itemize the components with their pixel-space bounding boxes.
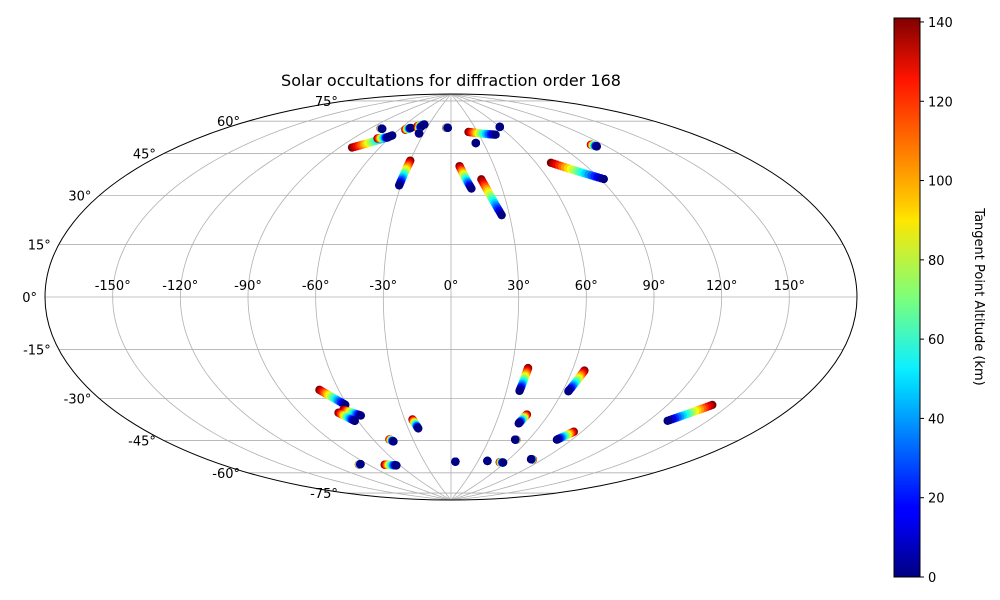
longitude-tick-label: 150° [774, 279, 805, 294]
track-point [378, 124, 387, 134]
colorbar: 0 20 40 60 80 100 120 140 Tangent Point Altitud… [893, 16, 986, 586]
colorbar-gradient [893, 17, 921, 578]
latitude-tick-label: 45° [133, 148, 156, 163]
map-boundary [44, 93, 858, 501]
latitude-tick-label: -45° [128, 435, 156, 450]
track-point [497, 210, 506, 220]
longitude-tick-label: 90° [642, 279, 665, 294]
track-point [414, 424, 423, 433]
track-point [552, 435, 562, 444]
track-point [392, 461, 401, 470]
latitude-tick-label: 0° [22, 291, 37, 306]
longitude-tick-label: -120° [162, 279, 198, 294]
longitude-tick-label: 0° [444, 279, 459, 294]
longitude-tick-label: 120° [706, 279, 737, 294]
track-point [491, 130, 500, 139]
longitude-tick-label: -30° [369, 279, 397, 294]
track-point [526, 455, 536, 464]
colorbar-tick-label: 140 [928, 16, 953, 31]
track-point [467, 184, 476, 193]
latitude-tick-label: 60° [217, 115, 240, 130]
track-point [414, 129, 424, 138]
colorbar-tick-label: 20 [928, 492, 945, 507]
latitude-tick-label: 15° [28, 239, 51, 254]
latitude-tick-label: -75° [310, 487, 338, 502]
colorbar-ticks: 0 20 40 60 80 100 120 140 [920, 16, 953, 586]
track-point [417, 122, 426, 131]
track-point [356, 459, 365, 469]
track-point [495, 122, 504, 132]
latitude-tick-label: 75° [315, 95, 338, 110]
chart-title: Solar occultations for diffraction order… [281, 71, 621, 90]
track-point [383, 133, 393, 142]
track-point [483, 456, 492, 466]
latitude-tick-labels: -75° -60° -45° -30° -15° 0° 15° 30° 45° 60° 75° [22, 95, 338, 502]
track-point [564, 387, 573, 396]
colorbar-tick-label: 60 [928, 333, 945, 348]
latitude-tick-label: -60° [212, 467, 240, 482]
longitude-tick-labels: -150° -120° -90° -60° -30° 0° 30° 60° 90° 120° 150… [95, 279, 805, 294]
track-point [443, 123, 453, 133]
track-point [514, 419, 523, 428]
track-point [471, 138, 480, 148]
track-point [599, 174, 608, 184]
track-point [406, 123, 415, 133]
track-point [498, 458, 508, 467]
colorbar-tick-label: 120 [928, 95, 953, 110]
latitude-tick-label: -15° [23, 344, 51, 359]
latitude-tick-label: 30° [68, 190, 91, 205]
track-point [394, 181, 404, 190]
occultation-tracks [315, 120, 717, 470]
colorbar-label: Tangent Point Altitude (km) [971, 207, 986, 385]
map-area: -150° -120° -90° -60° -30° 0° 30° 60° 90° 120° 150… [22, 93, 858, 502]
track-point [515, 386, 524, 396]
colorbar-tick-label: 40 [928, 412, 945, 427]
track-point [663, 416, 672, 425]
track-point [389, 437, 398, 446]
colorbar-tick-label: 80 [928, 254, 945, 269]
track-point [592, 142, 602, 151]
longitude-tick-label: 60° [575, 279, 598, 294]
track-point [510, 435, 520, 444]
colorbar-tick-label: 0 [928, 571, 936, 586]
gridlines [45, 94, 857, 500]
latitude-tick-label: -30° [64, 393, 92, 408]
track-point [356, 411, 366, 420]
longitude-tick-label: -60° [302, 279, 330, 294]
longitude-tick-label: -90° [234, 279, 262, 294]
track-point [350, 416, 359, 426]
track-point [451, 457, 460, 466]
colorbar-tick-label: 100 [928, 175, 953, 190]
longitude-tick-label: 30° [507, 279, 530, 294]
longitude-tick-label: -150° [95, 279, 131, 294]
